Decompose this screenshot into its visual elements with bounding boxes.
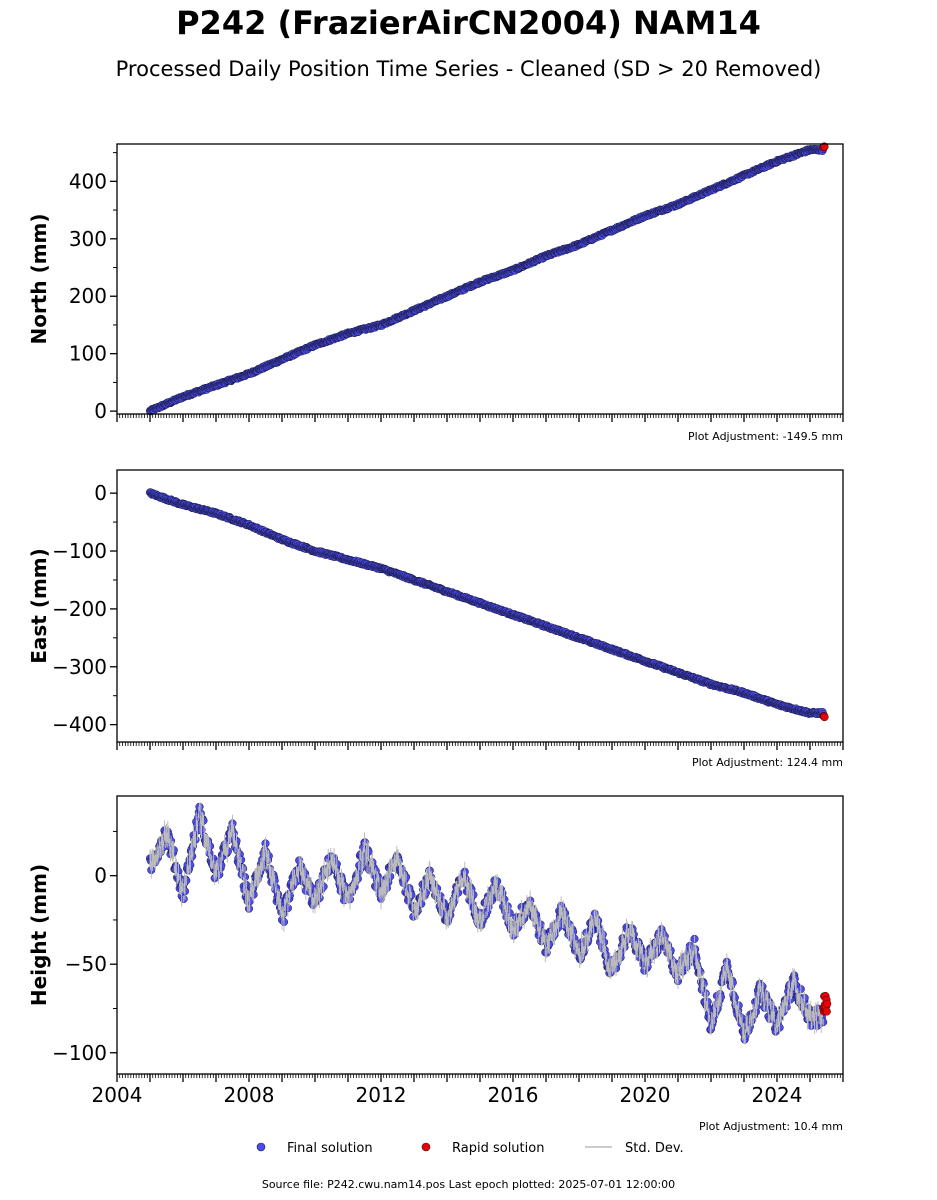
- east-rapid-point: [820, 713, 829, 722]
- north-ytick-label: 100: [69, 342, 107, 366]
- east-ytick-label: −300: [52, 655, 107, 679]
- east-final-points: [145, 488, 828, 719]
- north-final-points: [145, 144, 828, 416]
- height-xtick-label: 2004: [92, 1083, 143, 1107]
- legend-final-label: Final solution: [287, 1141, 373, 1156]
- height-rapid-points: [819, 991, 832, 1016]
- height-ylabel: Height (mm): [27, 864, 51, 1006]
- height-xtick-label: 2016: [488, 1083, 539, 1107]
- legend-rapid-marker: [421, 1142, 431, 1152]
- north-ylabel: North (mm): [27, 213, 51, 344]
- height-rapid-point: [822, 1007, 831, 1016]
- east-ytick-label: −100: [52, 539, 107, 563]
- height-xtick-label: 2024: [752, 1083, 803, 1107]
- height-xtick-label: 2012: [356, 1083, 407, 1107]
- height-ytick-label: −100: [52, 1041, 107, 1065]
- north-rapid-points: [819, 142, 829, 152]
- height-ytick-label: 0: [94, 864, 107, 888]
- height-rapid-point: [823, 999, 832, 1008]
- north-rapid-point: [820, 142, 829, 151]
- height-plot-adjustment: Plot Adjustment: 10.4 mm: [699, 1120, 843, 1133]
- east-ytick-label: −400: [52, 713, 107, 737]
- height-xtick-label: 2020: [620, 1083, 671, 1107]
- legend-sd-label: Std. Dev.: [625, 1141, 684, 1156]
- panel-north: 0 100 200 300 400 North (mm) Plot Adjustment: …: [27, 142, 844, 443]
- north-plot-adjustment: Plot Adjustment: -149.5 mm: [688, 430, 843, 443]
- east-ytick-label: −200: [52, 597, 107, 621]
- height-xtick-label: 2008: [224, 1083, 275, 1107]
- height-final-points: [145, 802, 828, 1044]
- chart-title: P242 (FrazierAirCN2004) NAM14: [176, 4, 761, 42]
- east-plot-adjustment: Plot Adjustment: 124.4 mm: [692, 756, 843, 769]
- north-ytick-label: 0: [94, 399, 107, 423]
- east-ytick-label: 0: [94, 481, 107, 505]
- legend: Final solution Rapid solution Std. Dev.: [256, 1141, 684, 1156]
- height-ytick-label: −50: [65, 952, 107, 976]
- east-ylabel: East (mm): [27, 548, 51, 664]
- chart-subtitle: Processed Daily Position Time Series - C…: [115, 57, 822, 81]
- panel-height: 0 −50 −100 2004 2008 2012 2016 2020 2024 Height (…: [27, 795, 844, 1133]
- north-ytick-label: 400: [69, 169, 107, 193]
- north-ytick-label: 300: [69, 227, 107, 251]
- east-rapid-points: [819, 712, 829, 722]
- height-std-dev: [149, 802, 824, 1045]
- legend-final-marker: [256, 1142, 266, 1152]
- legend-rapid-label: Rapid solution: [452, 1141, 544, 1156]
- panel-east: 0 −100 −200 −300 −400 East (mm) Plot Adjustmen…: [27, 469, 844, 769]
- source-footnote: Source file: P242.cwu.nam14.pos Last epo…: [262, 1178, 675, 1191]
- north-ytick-label: 200: [69, 284, 107, 308]
